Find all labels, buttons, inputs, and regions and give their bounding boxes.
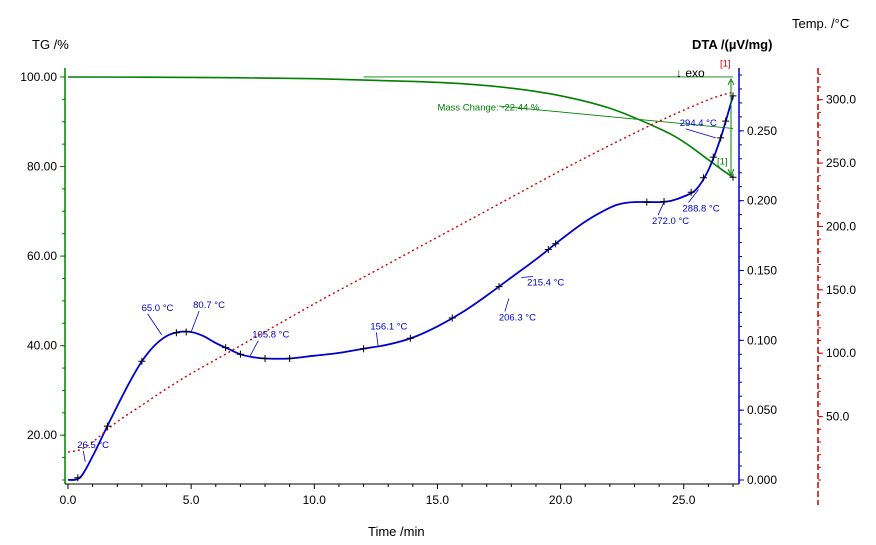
- dta-marker: [495, 283, 503, 291]
- temperature-annotation-leader: [147, 313, 162, 335]
- dta-marker: [261, 354, 269, 362]
- dta-tick-label: 0.000: [747, 473, 777, 487]
- dta-marker: [699, 174, 707, 182]
- dta-tick-label: 0.250: [747, 124, 777, 138]
- dta-tick-label: 0.200: [747, 194, 777, 208]
- series: [67, 76, 737, 482]
- tg-tick-label: 60.00: [27, 249, 57, 263]
- tg-tick-label: 100.00: [20, 70, 57, 84]
- temp-axis-title: Temp. /°C: [792, 16, 850, 31]
- temperature-annotation-leader: [685, 128, 716, 139]
- dta-marker: [406, 334, 414, 342]
- dta-marker: [172, 329, 180, 337]
- dta-marker: [717, 134, 725, 142]
- dta-marker: [74, 474, 82, 482]
- temp-tick-label: 100.0: [826, 346, 856, 360]
- dta-marker: [222, 344, 230, 352]
- temp-tick-label: 50.0: [826, 410, 850, 424]
- temperature-annotation: 272.0 °C: [652, 216, 689, 227]
- temperature-annotation: 156.1 °C: [370, 321, 407, 332]
- tg-series-line: [67, 76, 734, 178]
- temperature-annotation: 215.4 °C: [527, 277, 564, 288]
- dta-marker: [544, 246, 552, 254]
- dta-tick-label: 0.150: [747, 264, 777, 278]
- dta-marker: [643, 198, 651, 206]
- x-axis-title: Time /min: [368, 524, 425, 539]
- temperature-annotation: 65.0 °C: [142, 303, 174, 314]
- dta-marker: [138, 357, 146, 365]
- tg-tick-label: 80.00: [27, 160, 57, 174]
- temperature-annotation: 288.8 °C: [683, 204, 720, 215]
- tg-tick-label: 40.00: [27, 339, 57, 353]
- temperature-annotation: 80.7 °C: [193, 300, 225, 311]
- dta-marker: [103, 422, 111, 430]
- temperature-annotation: 105.8 °C: [252, 330, 289, 341]
- temperature-annotation: 294.4 °C: [680, 118, 717, 129]
- dta-marker: [448, 314, 456, 322]
- x-tick-label: 20.0: [549, 493, 573, 507]
- mass-change-label: Mass Change: -22.44 %: [437, 103, 539, 114]
- temperature-annotation-leader: [504, 298, 510, 312]
- x-tick-label: 5.0: [183, 493, 200, 507]
- dta-axis-title: DTA /(µV/mg): [692, 37, 773, 52]
- x-tick-label: 15.0: [426, 493, 450, 507]
- temp-tick-label: 250.0: [826, 156, 856, 170]
- temperature-annotation: 26.5 °C: [77, 440, 109, 451]
- tg-end-marker: [729, 173, 737, 181]
- temperature-annotation-leader: [375, 332, 379, 348]
- dta-marker: [660, 198, 668, 206]
- temp-tick-label: 300.0: [826, 93, 856, 107]
- dta-marker: [722, 117, 730, 125]
- annotations: Mass Change: -22.44 % [1] [1] 26.5 °C 65.0 °…: [77, 59, 735, 462]
- dta-marker: [552, 240, 560, 248]
- x-tick-label: 10.0: [303, 493, 327, 507]
- temp-tick-label: 200.0: [826, 219, 856, 233]
- step-marker-tg: [1]: [717, 157, 728, 168]
- temperature-annotation-leader: [688, 189, 699, 203]
- temperature-annotation-leader: [657, 201, 665, 216]
- temperature-annotation-leader: [82, 450, 86, 462]
- dta-marker: [687, 188, 695, 196]
- x-tick-label: 0.0: [60, 493, 77, 507]
- x-tick-label: 25.0: [672, 493, 696, 507]
- mass-change-arrow-head-down: [727, 169, 735, 177]
- mass-change-arrow-head-up: [727, 77, 735, 86]
- dta-tick-label: 0.100: [747, 333, 777, 347]
- exo-direction-label: ↓ exo: [676, 66, 705, 80]
- mass-change-leader: [498, 105, 734, 129]
- dta-marker: [236, 350, 244, 358]
- temperature-annotation-leader: [521, 276, 534, 278]
- tg-axis-title: TG /%: [32, 37, 69, 52]
- dta-tick-label: 0.050: [747, 403, 777, 417]
- tg-tick-label: 20.00: [27, 428, 57, 442]
- dta-series-line: [67, 95, 734, 481]
- temp-tick-label: 150.0: [826, 283, 856, 297]
- temperature-annotation: 206.3 °C: [499, 312, 536, 323]
- dta-marker: [360, 345, 368, 353]
- step-marker-temp: [1]: [720, 59, 731, 70]
- temperature-annotation-leader: [190, 310, 200, 333]
- axes: 0.0 5.0 10.0 15.0 20.0 25.0 20.00 40.00 60.00 80.…: [20, 68, 856, 507]
- dta-marker: [709, 153, 717, 161]
- dta-marker: [182, 328, 190, 336]
- temp-series-line: [67, 91, 734, 453]
- dta-marker: [286, 354, 294, 362]
- temperature-annotation-leader: [249, 340, 259, 356]
